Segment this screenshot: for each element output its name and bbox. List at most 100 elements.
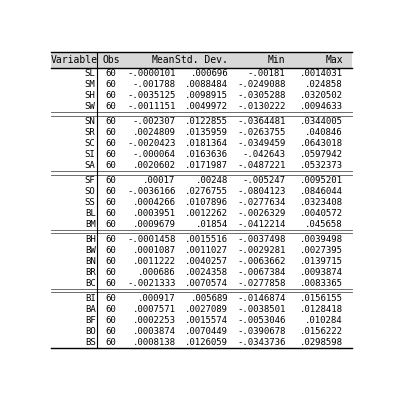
Text: 60: 60 bbox=[106, 187, 116, 196]
Text: .0135959: .0135959 bbox=[185, 128, 228, 137]
Text: -.0249088: -.0249088 bbox=[237, 80, 286, 89]
Text: .0040572: .0040572 bbox=[300, 209, 343, 218]
Text: .040846: .040846 bbox=[305, 128, 343, 137]
Text: .045658: .045658 bbox=[305, 220, 343, 229]
Text: BW: BW bbox=[85, 246, 95, 255]
Text: -.0000101: -.0000101 bbox=[127, 69, 175, 78]
Text: -.0364481: -.0364481 bbox=[237, 117, 286, 126]
Text: Max: Max bbox=[325, 55, 343, 65]
Text: .0323408: .0323408 bbox=[300, 198, 343, 207]
Text: .0015574: .0015574 bbox=[185, 316, 228, 325]
Text: .0020602: .0020602 bbox=[132, 162, 175, 170]
Text: .0597942: .0597942 bbox=[300, 150, 343, 159]
Text: .000696: .000696 bbox=[191, 69, 228, 78]
Text: SM: SM bbox=[85, 80, 95, 89]
Text: .0126059: .0126059 bbox=[185, 338, 228, 347]
Text: .0181364: .0181364 bbox=[185, 139, 228, 148]
Text: .024858: .024858 bbox=[305, 80, 343, 89]
Text: SW: SW bbox=[85, 103, 95, 112]
Text: -.0305288: -.0305288 bbox=[237, 91, 286, 100]
Text: .00017: .00017 bbox=[143, 176, 175, 185]
Text: .0007571: .0007571 bbox=[132, 305, 175, 314]
Text: .0049972: .0049972 bbox=[185, 103, 228, 112]
Text: -.0349459: -.0349459 bbox=[237, 139, 286, 148]
Text: .0070574: .0070574 bbox=[185, 279, 228, 288]
Text: -.0146874: -.0146874 bbox=[237, 294, 286, 303]
Text: .0003951: .0003951 bbox=[132, 209, 175, 218]
Text: 60: 60 bbox=[106, 162, 116, 170]
Text: .010284: .010284 bbox=[305, 316, 343, 325]
Text: .0643018: .0643018 bbox=[300, 139, 343, 148]
Text: .0156155: .0156155 bbox=[300, 294, 343, 303]
Text: -.0035125: -.0035125 bbox=[127, 91, 175, 100]
Text: BA: BA bbox=[85, 305, 95, 314]
Text: 60: 60 bbox=[106, 294, 116, 303]
Text: -.0029281: -.0029281 bbox=[237, 246, 286, 255]
Text: SF: SF bbox=[85, 176, 95, 185]
Text: .0070449: .0070449 bbox=[185, 327, 228, 336]
Text: .0027089: .0027089 bbox=[185, 305, 228, 314]
Text: .0003874: .0003874 bbox=[132, 327, 175, 336]
Text: .0004266: .0004266 bbox=[132, 198, 175, 207]
Text: .0088484: .0088484 bbox=[185, 80, 228, 89]
Text: SS: SS bbox=[85, 198, 95, 207]
Text: SN: SN bbox=[85, 117, 95, 126]
Text: SI: SI bbox=[85, 150, 95, 159]
Text: SH: SH bbox=[85, 91, 95, 100]
Text: .0008138: .0008138 bbox=[132, 338, 175, 347]
Text: .0276755: .0276755 bbox=[185, 187, 228, 196]
Text: .000686: .000686 bbox=[138, 268, 175, 277]
Text: -.0067384: -.0067384 bbox=[237, 268, 286, 277]
Text: -.000064: -.000064 bbox=[132, 150, 175, 159]
Text: .0094633: .0094633 bbox=[300, 103, 343, 112]
Text: -.0277634: -.0277634 bbox=[237, 198, 286, 207]
Text: Variable: Variable bbox=[51, 55, 97, 65]
Text: 60: 60 bbox=[106, 150, 116, 159]
Text: BH: BH bbox=[85, 235, 95, 244]
Text: 60: 60 bbox=[106, 327, 116, 336]
Text: -.0130222: -.0130222 bbox=[237, 103, 286, 112]
Text: .0015516: .0015516 bbox=[185, 235, 228, 244]
Text: .0344005: .0344005 bbox=[300, 117, 343, 126]
Text: -.0063662: -.0063662 bbox=[237, 257, 286, 266]
Text: 60: 60 bbox=[106, 176, 116, 185]
Text: .0001087: .0001087 bbox=[132, 246, 175, 255]
Text: SA: SA bbox=[85, 162, 95, 170]
Text: BI: BI bbox=[85, 294, 95, 303]
Text: 60: 60 bbox=[106, 257, 116, 266]
Text: .0846044: .0846044 bbox=[300, 187, 343, 196]
Text: -.0036166: -.0036166 bbox=[127, 187, 175, 196]
Text: .0024358: .0024358 bbox=[185, 268, 228, 277]
Text: 60: 60 bbox=[106, 103, 116, 112]
Text: BO: BO bbox=[85, 327, 95, 336]
Text: .0128418: .0128418 bbox=[300, 305, 343, 314]
Text: BN: BN bbox=[85, 257, 95, 266]
Text: .0083365: .0083365 bbox=[300, 279, 343, 288]
Text: .0098915: .0098915 bbox=[185, 91, 228, 100]
Text: .0040257: .0040257 bbox=[185, 257, 228, 266]
Text: SO: SO bbox=[85, 187, 95, 196]
Text: .0122855: .0122855 bbox=[185, 117, 228, 126]
Text: .0011027: .0011027 bbox=[185, 246, 228, 255]
Text: SC: SC bbox=[85, 139, 95, 148]
Text: BR: BR bbox=[85, 268, 95, 277]
Text: 60: 60 bbox=[106, 279, 116, 288]
Text: .0027395: .0027395 bbox=[300, 246, 343, 255]
Text: -.005247: -.005247 bbox=[242, 176, 286, 185]
Text: .0320502: .0320502 bbox=[300, 91, 343, 100]
Text: -.0390678: -.0390678 bbox=[237, 327, 286, 336]
Text: -.0020423: -.0020423 bbox=[127, 139, 175, 148]
Text: .0171987: .0171987 bbox=[185, 162, 228, 170]
Text: Min: Min bbox=[268, 55, 286, 65]
Text: 60: 60 bbox=[106, 338, 116, 347]
Text: -.0263755: -.0263755 bbox=[237, 128, 286, 137]
Text: SL: SL bbox=[85, 69, 95, 78]
Text: -.001788: -.001788 bbox=[132, 80, 175, 89]
Text: .0002253: .0002253 bbox=[132, 316, 175, 325]
Text: -.0011151: -.0011151 bbox=[127, 103, 175, 112]
Text: .0024809: .0024809 bbox=[132, 128, 175, 137]
Text: .000917: .000917 bbox=[138, 294, 175, 303]
Text: -.00181: -.00181 bbox=[248, 69, 286, 78]
Text: 60: 60 bbox=[106, 139, 116, 148]
Text: .00248: .00248 bbox=[196, 176, 228, 185]
